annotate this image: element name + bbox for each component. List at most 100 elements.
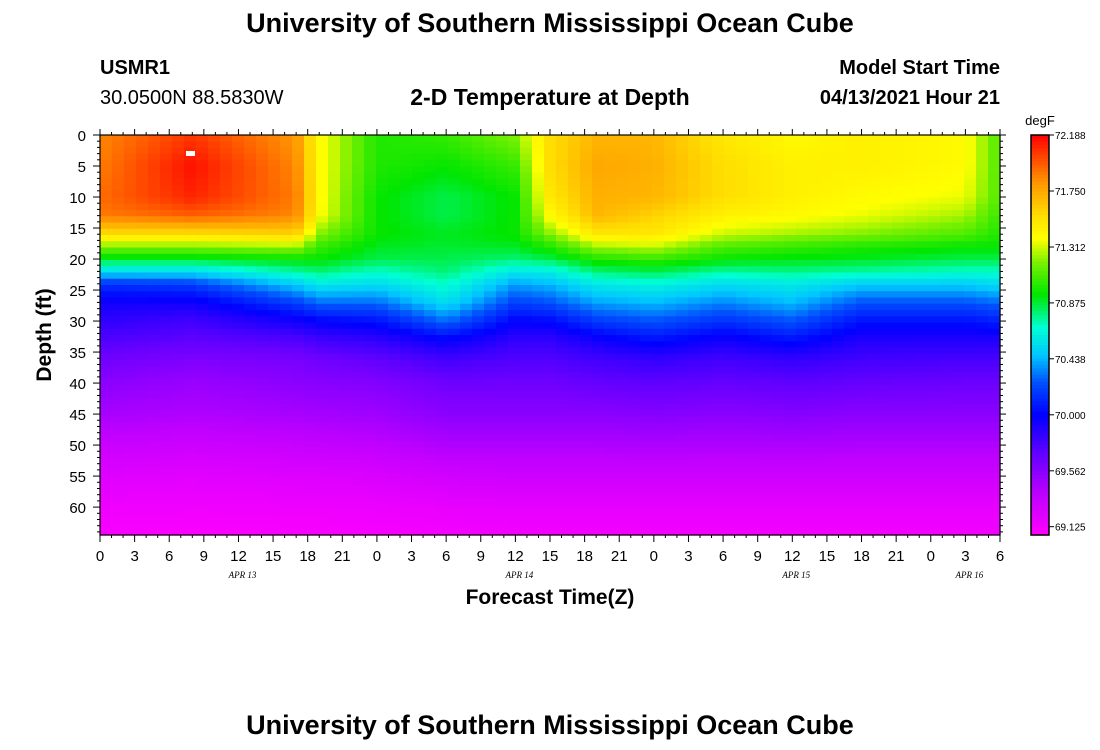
heatmap-cell (448, 197, 461, 205)
heatmap-cell (340, 453, 353, 461)
heatmap-cell (820, 297, 833, 305)
x-tick-label: 12 (507, 548, 524, 565)
heatmap-cell (616, 166, 629, 174)
heatmap-cell (940, 510, 953, 517)
heatmap-cell (124, 153, 137, 161)
heatmap-cell (112, 416, 125, 424)
heatmap-cell (412, 522, 425, 530)
heatmap-cell (844, 222, 857, 230)
heatmap-cell (172, 385, 185, 392)
heatmap-cell (520, 341, 533, 349)
heatmap-cell (688, 216, 701, 224)
heatmap-cell (748, 272, 761, 280)
heatmap-cell (676, 435, 689, 442)
heatmap-cell (664, 485, 677, 492)
heatmap-cell (424, 341, 437, 349)
heatmap-cell (436, 497, 449, 505)
heatmap-cell (352, 253, 365, 261)
heatmap-cell (700, 460, 713, 467)
heatmap-cell (328, 147, 341, 155)
heatmap-cell (424, 391, 437, 399)
heatmap-cell (184, 272, 197, 280)
heatmap-cell (568, 316, 581, 324)
heatmap-cell (124, 435, 137, 442)
heatmap-cell (436, 422, 449, 430)
heatmap-cell (688, 391, 701, 399)
heatmap-cell (352, 328, 365, 336)
heatmap-cell (844, 341, 857, 349)
heatmap-cell (376, 328, 389, 336)
heatmap-cell (508, 141, 521, 149)
heatmap-cell (544, 347, 557, 355)
heatmap-cell (832, 303, 845, 311)
heatmap-cell (340, 485, 353, 492)
heatmap-cell (328, 353, 341, 361)
heatmap-cell (940, 385, 953, 392)
heatmap-cell (940, 310, 953, 317)
heatmap-cell (388, 222, 401, 230)
heatmap-cell (868, 385, 881, 392)
heatmap-cell (280, 210, 293, 217)
heatmap-cell (136, 241, 149, 249)
heatmap-cell (736, 335, 749, 342)
heatmap-cell (520, 153, 533, 161)
heatmap-cell (232, 160, 245, 167)
heatmap-cell (604, 216, 617, 224)
heatmap-cell (628, 335, 641, 342)
heatmap-cell (508, 510, 521, 517)
heatmap-cell (892, 147, 905, 155)
heatmap-cell (628, 347, 641, 355)
heatmap-cell (244, 153, 257, 161)
heatmap-cell (220, 160, 233, 167)
heatmap-cell (460, 528, 473, 536)
heatmap-cell (700, 310, 713, 317)
heatmap-cell (820, 316, 833, 324)
heatmap-cell (436, 222, 449, 230)
heatmap-cell (328, 422, 341, 430)
heatmap-cell (940, 360, 953, 367)
heatmap-cell (892, 222, 905, 230)
heatmap-cell (736, 235, 749, 242)
heatmap-cell (472, 210, 485, 217)
heatmap-cell (532, 328, 545, 336)
heatmap-cell (988, 397, 1001, 405)
heatmap-cell (688, 491, 701, 499)
heatmap-cell (748, 341, 761, 349)
heatmap-cell (328, 497, 341, 505)
heatmap-cell (436, 503, 449, 511)
heatmap-cell (184, 397, 197, 405)
heatmap-cell (376, 247, 389, 255)
heatmap-cell (724, 491, 737, 499)
heatmap-cell (532, 153, 545, 161)
heatmap-cell (148, 410, 161, 417)
heatmap-cell (556, 510, 569, 517)
heatmap-cell (472, 135, 485, 142)
heatmap-cell (460, 416, 473, 424)
heatmap-cell (244, 291, 257, 299)
heatmap-cell (304, 441, 317, 449)
heatmap-cell (424, 197, 437, 205)
heatmap-cell (232, 303, 245, 311)
heatmap-cell (220, 353, 233, 361)
heatmap-cell (424, 303, 437, 311)
heatmap-cell (808, 460, 821, 467)
heatmap-cell (844, 422, 857, 430)
heatmap-cell (136, 441, 149, 449)
heatmap-cell (376, 178, 389, 186)
heatmap-cell (352, 360, 365, 367)
heatmap-cell (208, 260, 221, 267)
heatmap-cell (436, 153, 449, 161)
heatmap-cell (604, 141, 617, 149)
heatmap-cell (436, 191, 449, 199)
heatmap-cell (472, 247, 485, 255)
heatmap-cell (808, 447, 821, 455)
heatmap-cell (976, 153, 989, 161)
heatmap-cell (328, 203, 341, 211)
heatmap-cell (412, 510, 425, 517)
heatmap-cell (100, 472, 113, 480)
heatmap-cell (532, 353, 545, 361)
heatmap-cell (844, 528, 857, 536)
heatmap-cell (544, 453, 557, 461)
heatmap-cell (460, 185, 473, 192)
heatmap-cell (556, 247, 569, 255)
